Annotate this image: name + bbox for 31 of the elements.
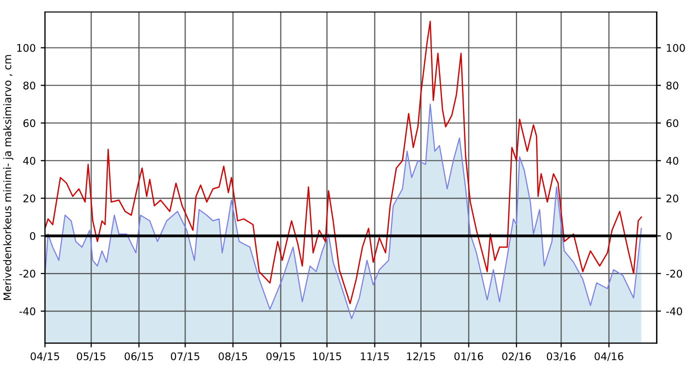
x-tick-label: 01/16 [454, 352, 484, 362]
y-tick-label: 40 [23, 156, 36, 165]
x-tick-label: 04/16 [594, 352, 624, 362]
y2-tick-label: -40 [666, 307, 682, 316]
y-axis-title: Merivedenkorkeus minimi- ja maksimiarvo , cm [3, 55, 14, 300]
y-tick-label: -20 [19, 270, 36, 278]
x-tick-label: 06/15 [124, 352, 154, 362]
y-tick-label: 80 [23, 82, 36, 90]
x-tick-label: 07/15 [170, 352, 200, 362]
y-tick-label: 60 [23, 119, 36, 128]
x-tick-label: 12/15 [407, 352, 436, 362]
x-tick-label: 09/15 [266, 352, 295, 362]
y-tick-label: 20 [23, 194, 36, 202]
x-tick-label: 04/15 [30, 352, 60, 362]
x-tick-label: 11/15 [360, 352, 389, 362]
y2-tick-label: -20 [666, 270, 682, 278]
y2-tick-label: 80 [666, 82, 678, 90]
x-tick-label: 03/16 [546, 352, 576, 362]
y2-tick-label: 60 [666, 119, 678, 128]
y2-tick-label: 100 [666, 44, 685, 52]
y-tick-label: 0 [30, 232, 36, 240]
y-tick-label: 100 [17, 44, 36, 52]
y-tick-label: -40 [19, 307, 36, 316]
line-series [44, 20, 642, 304]
y2-tick-label: 40 [666, 156, 678, 165]
x-tick-label: 10/15 [313, 352, 342, 362]
y2-tick-label: 0 [666, 232, 672, 240]
x-tick-label: 08/15 [218, 352, 248, 362]
x-tick-label: 05/15 [76, 352, 106, 362]
y2-tick-label: 20 [666, 194, 678, 202]
x-tick-label: 02/16 [502, 352, 531, 362]
